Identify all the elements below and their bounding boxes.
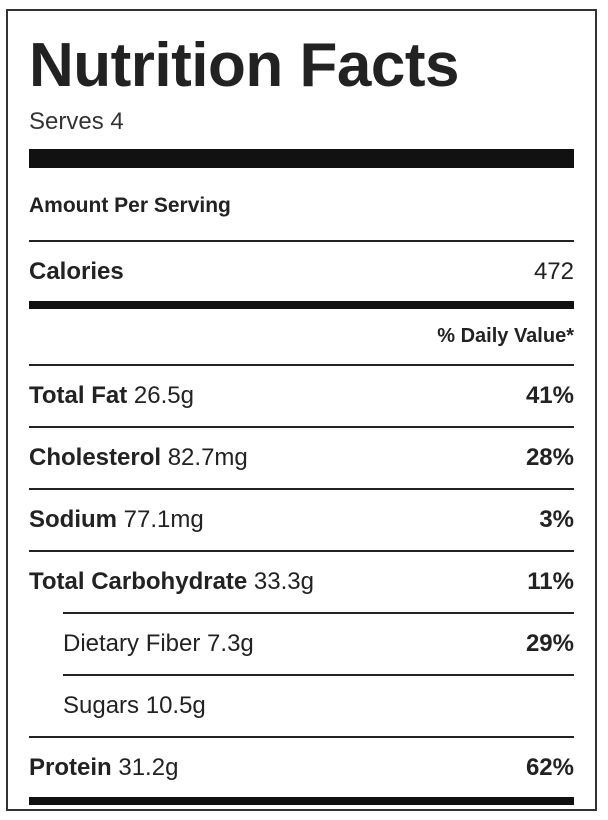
nutrient-row-sugars: Sugars 10.5g (29, 676, 574, 736)
divider (63, 612, 574, 614)
nutrient-daily-value: 3% (539, 506, 574, 533)
nutrient-daily-value: 62% (525, 754, 574, 781)
nutrient-label: Total Carbohydrate 33.3g (29, 568, 314, 595)
nutrition-label: Nutrition Facts Serves 4 Amount Per Serv… (6, 9, 597, 811)
servings-text: Serves 4 (29, 108, 124, 135)
nutrient-row-cholesterol: Cholesterol 82.7mg 28% (29, 428, 574, 488)
calories-label: Calories (29, 258, 124, 285)
label-title: Nutrition Facts (29, 31, 459, 100)
nutrient-label: Dietary Fiber 7.3g (63, 630, 254, 657)
nutrient-daily-value: 41% (525, 382, 574, 409)
nutrient-row-dietary-fiber: Dietary Fiber 7.3g 29% (29, 614, 574, 674)
divider (29, 240, 574, 242)
divider (29, 488, 574, 490)
calories-value: 472 (533, 258, 574, 285)
nutrient-label: Cholesterol 82.7mg (29, 444, 248, 471)
nutrient-row-total-carbohydrate: Total Carbohydrate 33.3g 11% (29, 552, 574, 612)
nutrient-daily-value: 11% (527, 568, 574, 595)
nutrient-label: Total Fat 26.5g (29, 382, 194, 409)
amount-per-serving: Amount Per Serving (29, 194, 231, 217)
nutrient-daily-value: 29% (525, 630, 574, 657)
daily-value-header: % Daily Value* (437, 325, 574, 347)
nutrient-row-protein: Protein 31.2g 62% (29, 738, 574, 798)
divider (29, 364, 574, 366)
divider (63, 674, 574, 676)
divider (29, 736, 574, 738)
divider (29, 550, 574, 552)
nutrient-label: Protein 31.2g (29, 754, 179, 781)
bottom-divider (29, 797, 574, 805)
nutrient-row-sodium: Sodium 77.1mg 3% (29, 490, 574, 550)
medium-divider (29, 301, 574, 309)
calories-row: Calories 472 (29, 242, 574, 302)
thick-divider (29, 149, 574, 168)
nutrient-daily-value: 28% (525, 444, 574, 471)
nutrient-label: Sodium 77.1mg (29, 506, 204, 533)
nutrient-row-total-fat: Total Fat 26.5g 41% (29, 366, 574, 426)
divider (29, 426, 574, 428)
nutrient-label: Sugars 10.5g (63, 692, 206, 719)
